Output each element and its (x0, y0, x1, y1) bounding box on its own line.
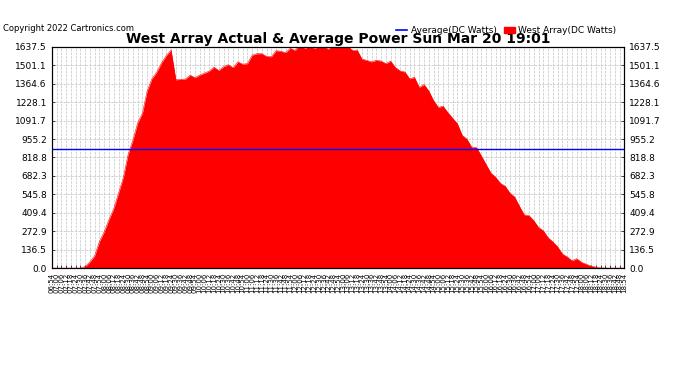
Title: West Array Actual & Average Power Sun Mar 20 19:01: West Array Actual & Average Power Sun Ma… (126, 32, 551, 46)
Text: Copyright 2022 Cartronics.com: Copyright 2022 Cartronics.com (3, 24, 135, 33)
Legend: Average(DC Watts), West Array(DC Watts): Average(DC Watts), West Array(DC Watts) (393, 22, 620, 39)
